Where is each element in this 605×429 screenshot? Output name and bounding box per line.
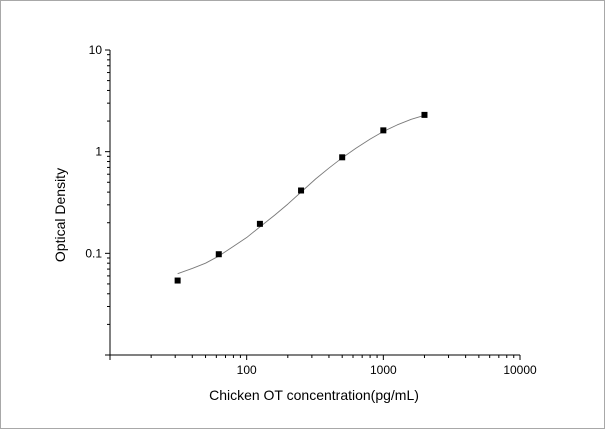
y-tick-label: 10 <box>89 43 103 57</box>
data-point <box>298 187 305 194</box>
x-axis: 100 1000 10000 <box>109 355 537 377</box>
fit-curve-layer <box>177 114 425 275</box>
x-tick-label: 100 <box>237 363 257 377</box>
x-tick-label: 1000 <box>370 363 397 377</box>
data-points-layer <box>174 111 428 284</box>
plot-frame <box>109 50 520 356</box>
y-tick-label: 1 <box>95 145 102 159</box>
data-point <box>215 251 222 258</box>
x-axis-title: Chicken OT concentration(pg/mL) <box>209 387 419 403</box>
y-tick-label: 0.1 <box>85 246 102 260</box>
data-point <box>421 111 428 118</box>
data-point <box>174 277 181 284</box>
data-point <box>256 220 263 227</box>
y-axis: 0.1 1 10 <box>85 43 110 356</box>
data-point <box>339 154 346 161</box>
data-point <box>380 127 387 134</box>
x-tick-label: 10000 <box>503 363 537 377</box>
fitted-curve <box>177 114 425 275</box>
y-axis-title: Optical Density <box>52 168 68 262</box>
